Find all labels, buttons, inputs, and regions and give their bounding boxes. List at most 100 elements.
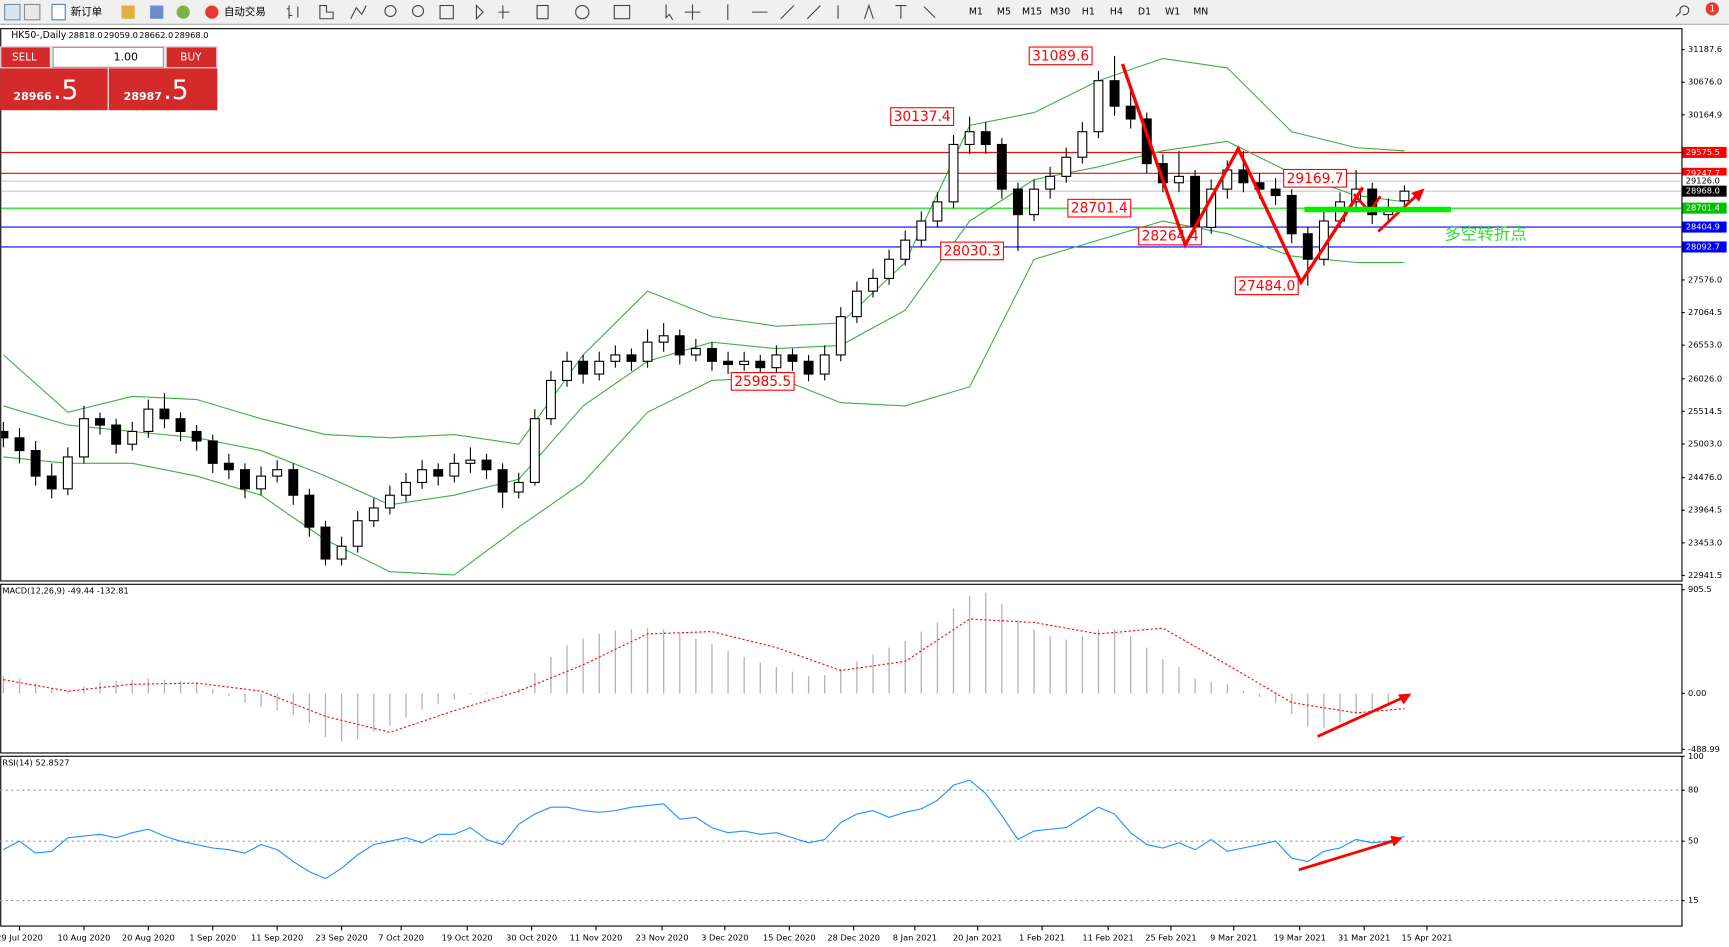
candle-body	[417, 469, 428, 484]
candle-body	[916, 220, 927, 241]
icon[interactable]	[176, 5, 190, 19]
icon[interactable]	[575, 4, 590, 20]
volume-box[interactable]	[52, 46, 164, 68]
candle-body	[95, 418, 105, 426]
x-tick-label: 20 Jan 2021	[953, 933, 1002, 943]
note: 多空转折点	[1444, 224, 1527, 243]
bollinger-upper	[3, 57, 1405, 445]
x-tick-label: 25 Feb 2021	[1145, 933, 1196, 943]
timeframe[interactable]: W1	[1165, 7, 1180, 18]
y-tick-label: 15	[1688, 895, 1699, 905]
arrow	[1298, 839, 1393, 872]
new-order[interactable]: 新订单	[71, 5, 102, 18]
y-tick-label: 905.5	[1688, 584, 1712, 594]
drawings: 多空转折点	[1120, 63, 1527, 872]
notification-badge[interactable]	[1705, 2, 1719, 16]
ask-pips[interactable]: .5	[163, 75, 188, 106]
candle-body	[1012, 188, 1023, 216]
auto-trading-icon[interactable]	[205, 5, 219, 19]
candle-body	[980, 131, 991, 146]
icon[interactable]	[319, 4, 334, 20]
buy-label[interactable]: BUY	[180, 51, 202, 63]
icon[interactable]	[439, 4, 454, 20]
panel-title: RSI(14) 52.8527	[2, 757, 69, 767]
buy-button[interactable]	[166, 47, 217, 68]
candle-body	[497, 469, 508, 493]
timeframe[interactable]: D1	[1138, 7, 1151, 18]
toolbar-bg	[0, 0, 1729, 25]
timeframe[interactable]: MN	[1193, 7, 1208, 18]
candle-body	[1238, 169, 1249, 184]
bid-pips[interactable]: .5	[53, 75, 78, 106]
candle-body	[384, 494, 395, 509]
icon[interactable]	[121, 5, 135, 19]
x-tick-label: 19 Mar 2021	[1274, 933, 1326, 943]
level-tag-label: 29126.0	[1686, 176, 1720, 186]
macd-signal	[3, 618, 1405, 733]
new-order-icon[interactable]	[51, 3, 66, 21]
x-tick-label: 8 Jan 2021	[893, 933, 937, 943]
search-icon[interactable]	[1675, 5, 1690, 17]
candle-body	[272, 469, 283, 477]
icon[interactable]	[350, 5, 367, 19]
icon[interactable]	[411, 4, 425, 18]
timeframe[interactable]: H1	[1082, 7, 1095, 18]
candle-body	[14, 437, 25, 452]
y-tick-label: 30676.0	[1688, 77, 1722, 87]
timeframe[interactable]: M30	[1050, 7, 1070, 18]
macd	[2, 592, 1406, 742]
ask-price[interactable]: 28987	[124, 90, 162, 103]
annotation-box	[730, 371, 795, 391]
y-tick-label: 31187.6	[1688, 44, 1722, 54]
icon[interactable]	[4, 3, 21, 21]
sell-button[interactable]	[1, 47, 50, 68]
volume[interactable]: 1.00	[113, 50, 138, 63]
bid-price[interactable]: 28966	[13, 90, 52, 103]
candle-body	[707, 347, 717, 362]
icon[interactable]	[536, 4, 549, 20]
candle-body	[111, 424, 122, 445]
x-tick-label: 11 Sep 2020	[251, 933, 303, 943]
zigzag	[1120, 63, 1365, 286]
candle-body	[175, 418, 186, 432]
icon[interactable]	[23, 3, 41, 21]
candle-body	[288, 469, 299, 496]
candle-body	[1109, 80, 1120, 107]
arrow-head	[1390, 835, 1403, 847]
x-tick-label: 10 Aug 2020	[57, 933, 110, 943]
annotation-label: 25985.5	[734, 374, 791, 390]
arrow	[1377, 195, 1417, 233]
icon[interactable]	[384, 4, 397, 18]
icon[interactable]	[475, 4, 510, 21]
candle-body	[1045, 175, 1056, 190]
icon[interactable]	[613, 4, 631, 20]
x-tick-label: 1 Sep 2020	[189, 933, 236, 943]
y-tick-label: 100	[1688, 751, 1704, 761]
candle-body	[1093, 80, 1104, 133]
sell-label[interactable]: SELL	[12, 51, 37, 63]
y-tick-label: 80	[1688, 785, 1699, 795]
level-tag	[1682, 241, 1727, 253]
candle-body	[159, 408, 170, 420]
timeframe[interactable]: M15	[1022, 7, 1042, 18]
auto-trading[interactable]: 自动交易	[224, 5, 266, 18]
x-tick-label: 11 Feb 2021	[1082, 933, 1133, 943]
candle-body	[690, 347, 701, 356]
icon[interactable]	[665, 3, 936, 21]
x-tick-label: 23 Sep 2020	[315, 933, 367, 943]
candle-body	[819, 354, 830, 375]
candle-body	[449, 462, 460, 477]
candle-body	[1077, 131, 1088, 158]
icon[interactable]	[150, 5, 164, 19]
timeframe[interactable]: M5	[997, 7, 1011, 18]
y-tick-label: 26026.0	[1688, 373, 1722, 383]
level-tag-label: 28701.4	[1686, 203, 1720, 213]
icon[interactable]	[286, 5, 299, 19]
timeframe[interactable]: M1	[969, 7, 983, 18]
x-tick-label: 11 Nov 2020	[570, 933, 623, 943]
timeframe[interactable]: H4	[1110, 7, 1123, 18]
x-tick-label: 15 Apr 2021	[1401, 933, 1452, 943]
candle-body	[610, 354, 621, 362]
